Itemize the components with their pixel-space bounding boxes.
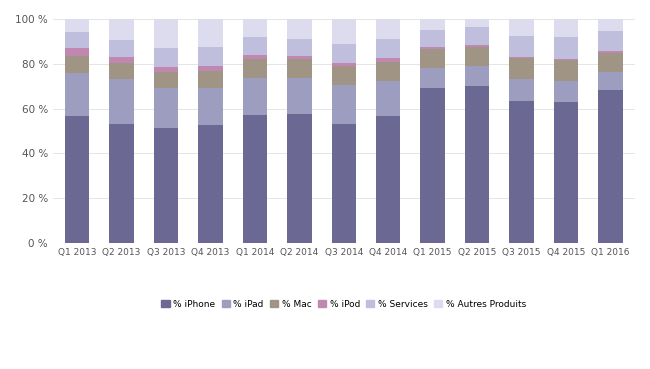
Bar: [287, 19, 311, 39]
Bar: [198, 19, 223, 47]
Bar: [242, 55, 267, 59]
Bar: [242, 37, 267, 55]
Bar: [287, 39, 311, 56]
Bar: [287, 56, 311, 59]
Bar: [242, 115, 267, 243]
Legend: % iPhone, % iPad, % Mac, % iPod, % Services, % Autres Produits: % iPhone, % iPad, % Mac, % iPod, % Servi…: [159, 297, 529, 311]
Bar: [109, 124, 134, 243]
Bar: [598, 52, 623, 53]
Bar: [376, 62, 400, 80]
Bar: [465, 19, 489, 27]
Bar: [332, 85, 356, 124]
Bar: [109, 57, 134, 63]
Bar: [332, 19, 356, 44]
Bar: [287, 78, 311, 114]
Bar: [242, 19, 267, 37]
Bar: [465, 47, 489, 66]
Bar: [554, 102, 578, 243]
Bar: [598, 31, 623, 52]
Bar: [154, 89, 178, 128]
Bar: [598, 90, 623, 243]
Bar: [554, 61, 578, 80]
Bar: [332, 63, 356, 66]
Bar: [109, 40, 134, 57]
Bar: [554, 59, 578, 61]
Bar: [332, 44, 356, 63]
Bar: [376, 39, 400, 58]
Bar: [198, 66, 223, 70]
Bar: [109, 79, 134, 124]
Bar: [465, 45, 489, 47]
Bar: [198, 70, 223, 89]
Bar: [109, 19, 134, 40]
Bar: [465, 86, 489, 243]
Bar: [198, 125, 223, 243]
Bar: [242, 59, 267, 78]
Bar: [510, 57, 534, 58]
Bar: [65, 19, 89, 32]
Bar: [154, 128, 178, 243]
Bar: [65, 117, 89, 243]
Bar: [421, 47, 445, 49]
Bar: [154, 48, 178, 67]
Bar: [109, 63, 134, 79]
Bar: [376, 58, 400, 62]
Bar: [65, 48, 89, 56]
Bar: [510, 79, 534, 101]
Bar: [154, 72, 178, 89]
Bar: [65, 56, 89, 73]
Bar: [154, 67, 178, 72]
Bar: [287, 59, 311, 78]
Bar: [65, 73, 89, 117]
Bar: [510, 58, 534, 79]
Bar: [510, 36, 534, 57]
Bar: [510, 19, 534, 36]
Bar: [287, 114, 311, 243]
Bar: [65, 32, 89, 48]
Bar: [421, 49, 445, 68]
Bar: [598, 53, 623, 72]
Bar: [554, 80, 578, 102]
Bar: [598, 72, 623, 90]
Bar: [376, 117, 400, 243]
Bar: [465, 27, 489, 45]
Bar: [554, 19, 578, 37]
Bar: [198, 47, 223, 66]
Bar: [598, 19, 623, 31]
Bar: [421, 30, 445, 47]
Bar: [332, 66, 356, 85]
Bar: [376, 80, 400, 117]
Bar: [154, 19, 178, 48]
Bar: [421, 19, 445, 30]
Bar: [421, 89, 445, 243]
Bar: [242, 78, 267, 115]
Bar: [332, 124, 356, 243]
Bar: [198, 89, 223, 125]
Bar: [421, 68, 445, 89]
Bar: [376, 19, 400, 39]
Bar: [465, 66, 489, 86]
Bar: [510, 101, 534, 243]
Bar: [554, 37, 578, 59]
